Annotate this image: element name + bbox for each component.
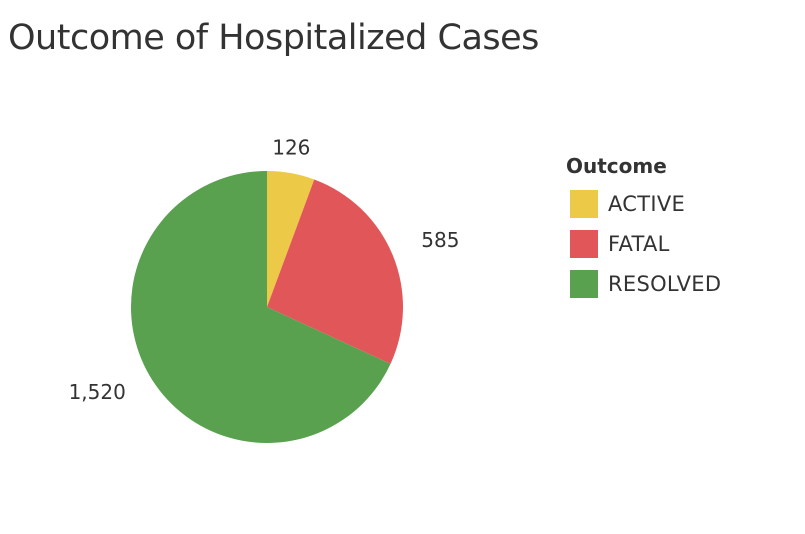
pie-slice-fatal[interactable] bbox=[267, 179, 403, 364]
pie-slice-active[interactable] bbox=[267, 171, 315, 307]
legend-label-resolved: RESOLVED bbox=[608, 272, 722, 296]
pie-slice-resolved[interactable] bbox=[131, 171, 391, 443]
legend-label-fatal: FATAL bbox=[608, 232, 670, 256]
legend-swatch-resolved bbox=[570, 270, 598, 298]
chart-title: Outcome of Hospitalized Cases bbox=[8, 18, 539, 58]
pie-slices bbox=[131, 171, 403, 443]
legend-title: Outcome bbox=[566, 154, 667, 178]
legend-swatch-active bbox=[570, 190, 598, 218]
pie-value-label-resolved: 1,520 bbox=[69, 380, 126, 404]
legend: Outcome ACTIVE FATAL RESOLVED bbox=[566, 154, 721, 304]
pie-value-label-active: 126 bbox=[272, 136, 310, 160]
legend-item-active[interactable]: ACTIVE bbox=[566, 184, 721, 224]
legend-swatch-fatal bbox=[570, 230, 598, 258]
legend-item-resolved[interactable]: RESOLVED bbox=[566, 264, 721, 304]
legend-label-active: ACTIVE bbox=[608, 192, 686, 216]
legend-item-fatal[interactable]: FATAL bbox=[566, 224, 721, 264]
pie-value-labels: 126 585 1,520 bbox=[69, 136, 460, 405]
pie-value-label-fatal: 585 bbox=[421, 228, 459, 252]
